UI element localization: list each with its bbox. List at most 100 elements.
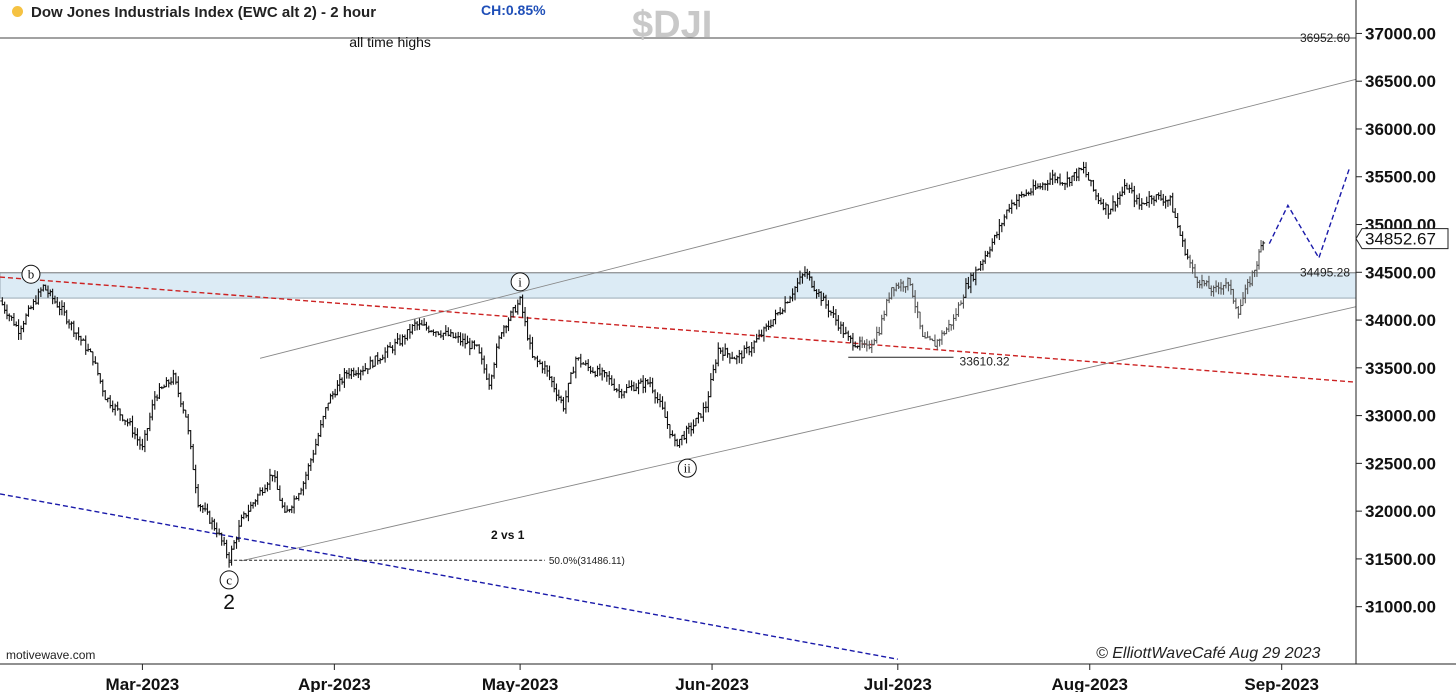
ohlc-bar-357 bbox=[860, 336, 865, 349]
ohlc-bar-480 bbox=[1156, 192, 1161, 200]
ohlc-bar-233 bbox=[561, 396, 566, 412]
symbol-watermark: $DJI bbox=[632, 4, 713, 46]
ohlc-bar-57 bbox=[137, 436, 142, 450]
ohlc-bar-145 bbox=[349, 368, 354, 380]
ohlc-bar-344 bbox=[828, 310, 833, 316]
ohlc-bar-263 bbox=[634, 383, 639, 392]
ohlc-bar-230 bbox=[554, 383, 559, 402]
ohlc-bar-273 bbox=[658, 393, 663, 408]
ohlc-bar-163 bbox=[393, 338, 398, 356]
ohlc-bar-56 bbox=[135, 428, 140, 446]
ohlc-bar-397 bbox=[956, 302, 961, 317]
ohlc-bar-177 bbox=[426, 325, 431, 334]
ohlc-bar-464 bbox=[1117, 191, 1122, 205]
ohlc-bar-72 bbox=[173, 372, 178, 385]
ohlc-bar-124 bbox=[299, 487, 304, 495]
y-tick-label-1: 31500.00 bbox=[1365, 550, 1436, 569]
ohlc-bar-489 bbox=[1178, 225, 1183, 236]
ohlc-bar-348 bbox=[838, 321, 843, 334]
ohlc-bar-156 bbox=[375, 352, 380, 365]
ohlc-bar-476 bbox=[1147, 191, 1152, 208]
ohlc-bar-462 bbox=[1113, 201, 1118, 212]
ohlc-bar-108 bbox=[260, 487, 265, 496]
ohlc-bar-325 bbox=[783, 296, 788, 313]
ohlc-bar-200 bbox=[482, 355, 487, 374]
ohlc-bar-301 bbox=[725, 347, 730, 358]
ohlc-bar-252 bbox=[607, 371, 612, 385]
ohlc-bar-70 bbox=[169, 377, 174, 386]
ohlc-bar-356 bbox=[857, 336, 862, 351]
ohlc-bar-477 bbox=[1149, 195, 1154, 205]
fib-level-label: 50.0%(31486.11) bbox=[549, 556, 625, 567]
ohlc-bar-184 bbox=[443, 325, 448, 337]
ohlc-bar-275 bbox=[662, 401, 667, 418]
ohlc-bar-58 bbox=[140, 438, 145, 451]
y-tick-label-7: 34500.00 bbox=[1365, 263, 1436, 282]
svg-text:b: b bbox=[28, 267, 35, 282]
ohlc-bar-445 bbox=[1072, 172, 1077, 181]
ohlc-bar-432 bbox=[1040, 182, 1045, 191]
ohlc-bar-422 bbox=[1017, 193, 1022, 207]
ohlc-bar-319 bbox=[768, 319, 773, 329]
ohlc-bar-351 bbox=[846, 330, 851, 341]
ohlc-bar-429 bbox=[1033, 180, 1038, 190]
ohlc-bar-451 bbox=[1086, 171, 1091, 181]
ohlc-bar-60 bbox=[145, 428, 150, 441]
ohlc-bar-41 bbox=[98, 373, 103, 384]
ohlc-bar-419 bbox=[1009, 199, 1014, 214]
y-tick-label-11: 36500.00 bbox=[1365, 72, 1436, 91]
horizontal-line-label-1: 34495.28 bbox=[1300, 266, 1350, 280]
ohlc-bar-349 bbox=[841, 322, 846, 338]
ohlc-bar-130 bbox=[313, 438, 318, 455]
ohlc-bar-311 bbox=[749, 342, 754, 357]
ohlc-bar-201 bbox=[484, 364, 489, 381]
ohlc-bar-188 bbox=[453, 332, 458, 339]
ohlc-bar-409 bbox=[985, 250, 990, 257]
last-price-label: 34852.67 bbox=[1365, 230, 1436, 249]
support-level-label: 33610.32 bbox=[960, 354, 1010, 368]
ohlc-bar-92 bbox=[222, 536, 227, 546]
horizontal-line-label-0: 36952.60 bbox=[1300, 31, 1350, 45]
ohlc-bar-159 bbox=[383, 347, 388, 363]
chart-title: Dow Jones Industrials Index (EWC alt 2) … bbox=[31, 4, 377, 21]
x-tick-label-1: Apr-2023 bbox=[298, 675, 371, 692]
ohlc-bar-300 bbox=[723, 343, 728, 356]
ohlc-bar-79 bbox=[191, 443, 196, 471]
ohlc-bar-382 bbox=[920, 324, 925, 337]
ohlc-bar-353 bbox=[850, 332, 855, 351]
blue-trendline bbox=[0, 493, 898, 660]
ohlc-bar-299 bbox=[720, 347, 725, 361]
ohlc-bar-406 bbox=[978, 260, 983, 271]
ohlc-bar-217 bbox=[523, 307, 528, 327]
ohlc-bar-24 bbox=[57, 301, 62, 316]
ohlc-bar-30 bbox=[71, 320, 76, 338]
ohlc-bar-115 bbox=[277, 485, 282, 501]
ohlc-bar-3 bbox=[7, 313, 12, 322]
ohlc-bar-232 bbox=[559, 395, 564, 404]
ohlc-bar-62 bbox=[150, 399, 155, 421]
copyright-label: © ElliottWaveCafé Aug 29 2023 bbox=[1096, 645, 1321, 662]
ohlc-bar-294 bbox=[708, 373, 713, 398]
ohlc-bar-136 bbox=[328, 393, 333, 404]
ohlc-bar-463 bbox=[1115, 193, 1120, 208]
ohlc-bar-100 bbox=[241, 511, 246, 520]
ohlc-bar-111 bbox=[267, 468, 272, 490]
ohlc-bar-281 bbox=[677, 438, 682, 448]
ohlc-bars-layer bbox=[0, 161, 1266, 568]
ohlc-bar-118 bbox=[285, 505, 290, 513]
ohlc-bar-257 bbox=[619, 388, 624, 399]
title-dot bbox=[12, 6, 23, 17]
ohlc-bar-484 bbox=[1165, 199, 1170, 207]
ohlc-bar-114 bbox=[275, 471, 280, 491]
ohlc-bar-172 bbox=[415, 321, 420, 331]
ohlc-bar-247 bbox=[595, 365, 600, 377]
ohlc-bar-158 bbox=[380, 354, 385, 361]
ohlc-bar-291 bbox=[701, 402, 706, 422]
ohlc-bar-242 bbox=[583, 360, 588, 366]
ohlc-bar-105 bbox=[253, 499, 258, 507]
ohlc-bar-189 bbox=[456, 331, 461, 343]
ohlc-bar-461 bbox=[1110, 195, 1115, 212]
ohlc-bar-11 bbox=[26, 305, 31, 317]
annotation-0: all time highs bbox=[349, 34, 431, 50]
